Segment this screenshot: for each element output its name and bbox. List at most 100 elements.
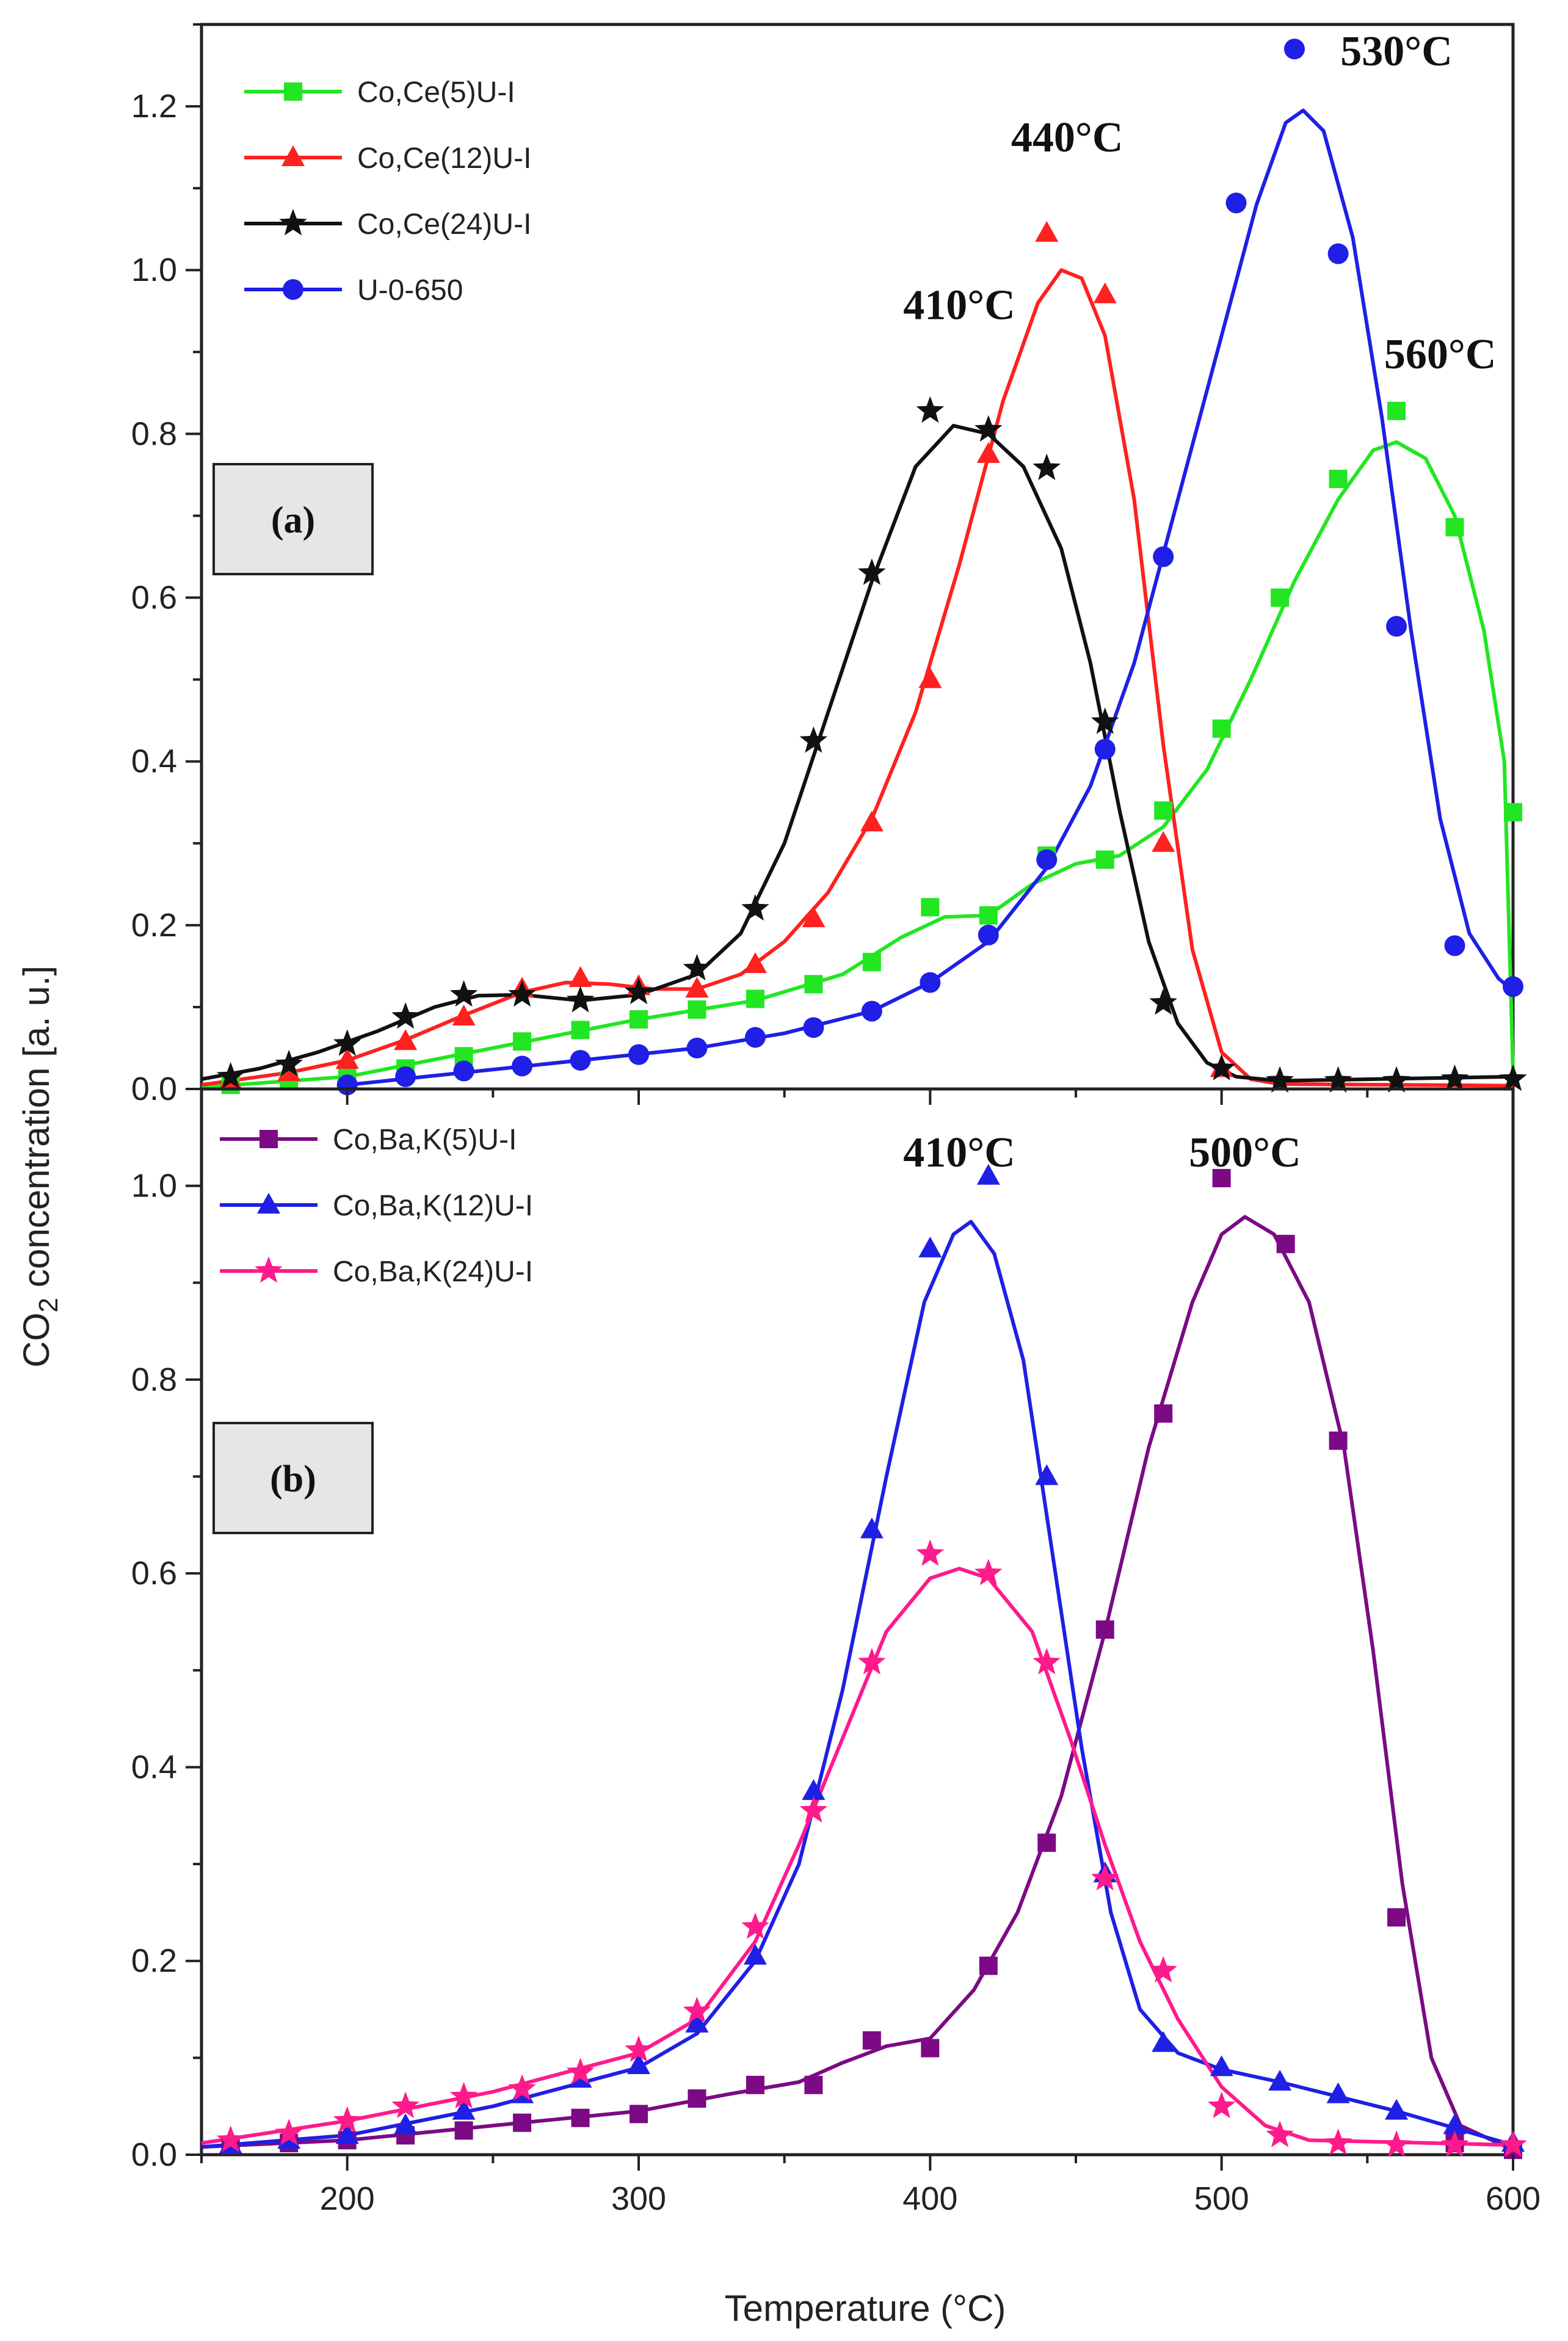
data-point <box>1324 2128 1352 2155</box>
data-point <box>1094 738 1116 760</box>
data-point <box>1225 192 1247 214</box>
x-axis-title: Temperature (°C) <box>725 2288 1006 2329</box>
data-point <box>571 2108 590 2127</box>
panel-b: 0.0 0.2 0.4 0.6 0.8 1.0 200 300 400 500 600 410°C… <box>131 1087 1541 2217</box>
legend-marker <box>283 279 303 300</box>
legend-label: Co,Ce(12)U-I <box>357 142 531 175</box>
data-point <box>918 667 942 688</box>
data-point <box>277 1060 301 1082</box>
data-point <box>918 1236 942 1258</box>
data-point <box>685 977 709 998</box>
data-point <box>1154 801 1173 820</box>
data-point <box>454 2121 473 2140</box>
y-axis-title-rest: concentration [a. u.] <box>16 966 57 1298</box>
data-point <box>394 2113 418 2135</box>
data-point <box>688 1000 706 1019</box>
data-point <box>1504 803 1522 821</box>
data-point <box>1382 1066 1410 1093</box>
data-point <box>916 1539 945 1566</box>
data-point <box>275 2119 303 2146</box>
x-tick-label: 600 <box>1486 2180 1541 2217</box>
data-point <box>333 2106 361 2133</box>
data-point <box>1091 1863 1119 1891</box>
data-point <box>743 952 767 974</box>
data-point <box>275 1049 303 1077</box>
data-point <box>978 924 999 945</box>
data-point <box>1266 1066 1294 1093</box>
y-tick-label: 0.2 <box>131 907 177 944</box>
y-axis-title: CO2 concentration [a. u.] <box>16 966 64 1367</box>
y-tick-label: 0.8 <box>131 1361 177 1398</box>
legend-marker <box>260 1130 278 1148</box>
data-point <box>1154 1404 1173 1423</box>
data-point <box>627 2053 650 2075</box>
data-point <box>862 2031 881 2050</box>
data-point <box>453 1060 474 1082</box>
data-point <box>216 2125 245 2152</box>
data-point <box>508 2074 536 2101</box>
series-line <box>201 268 1514 1088</box>
data-point <box>1440 1064 1469 1091</box>
data-point <box>1327 243 1349 264</box>
data-point <box>804 2075 823 2094</box>
y-tick-label: 0.6 <box>131 1555 177 1592</box>
peak-annotation: 440°C <box>1011 114 1123 161</box>
data-point <box>1212 1168 1231 1187</box>
data-point <box>449 980 478 1007</box>
series-line <box>201 1220 1514 2149</box>
data-point <box>512 1055 533 1077</box>
series-line <box>201 1567 1514 2147</box>
data-point <box>861 1000 882 1022</box>
data-point <box>685 2011 709 2033</box>
legend-marker <box>255 1256 283 1283</box>
data-point <box>686 1037 708 1058</box>
legend-label: Co,Ce(5)U-I <box>357 76 515 109</box>
data-point <box>1387 401 1406 420</box>
data-point <box>683 1997 711 2023</box>
data-point <box>1212 719 1231 738</box>
series-line <box>201 440 1515 1090</box>
y-tick-label: 0.4 <box>131 1749 177 1785</box>
data-point <box>333 1029 361 1056</box>
data-point <box>449 2081 478 2109</box>
data-point <box>570 1050 591 1071</box>
y-tick-label: 0.8 <box>131 415 177 452</box>
legend-label: Co,Ba,K(5)U-I <box>333 1124 517 1156</box>
data-point <box>628 1044 649 1065</box>
series-line <box>201 1215 1514 2152</box>
data-point <box>1152 831 1175 852</box>
legend-marker <box>257 1193 280 1214</box>
legend-label: Co,Ce(24)U-I <box>357 208 531 241</box>
data-point <box>744 1027 766 1048</box>
y-tick-label: 0.0 <box>131 2136 177 2173</box>
series-line <box>201 424 1514 1083</box>
data-point <box>335 1048 359 1069</box>
data-point <box>1207 1054 1236 1080</box>
data-point <box>1035 220 1059 242</box>
data-point <box>508 980 536 1007</box>
peak-annotation: 410°C <box>903 282 1015 329</box>
data-point <box>1276 1234 1295 1253</box>
data-point <box>975 415 1003 442</box>
data-point <box>566 986 595 1013</box>
data-point <box>976 1163 1000 1185</box>
data-point <box>1152 2031 1175 2052</box>
data-point <box>858 1648 886 1675</box>
data-point <box>975 1559 1003 1586</box>
data-point <box>1382 2130 1410 2157</box>
data-point <box>391 1002 419 1029</box>
data-point <box>683 953 711 981</box>
data-point <box>513 2113 532 2132</box>
data-point <box>1326 2082 1350 2103</box>
panel-a-frame <box>200 23 1515 1091</box>
data-point <box>979 1956 998 1975</box>
data-point <box>860 810 884 832</box>
data-point <box>1095 1620 1114 1639</box>
x-tick-label: 200 <box>320 2180 375 2217</box>
data-point <box>802 906 826 928</box>
data-point <box>741 894 769 921</box>
legend-label: Co,Ba,K(24)U-I <box>333 1256 533 1288</box>
legend-label: Co,Ba,K(12)U-I <box>333 1190 533 1222</box>
y-tick-label: 1.2 <box>131 88 177 125</box>
